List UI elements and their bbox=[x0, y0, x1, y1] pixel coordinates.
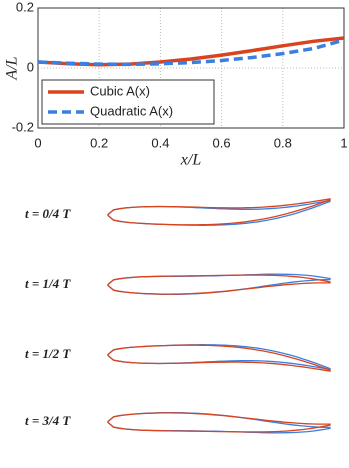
snapshot-label: t = 3/4 T bbox=[25, 413, 71, 428]
legend-label: Cubic A(x) bbox=[90, 83, 150, 98]
snapshot-label: t = 0/4 T bbox=[25, 206, 71, 221]
body-outline bbox=[107, 412, 331, 433]
x-tick-label: 0.6 bbox=[213, 135, 231, 150]
body-outline bbox=[107, 274, 331, 295]
legend-box bbox=[41, 79, 215, 125]
plot-frame bbox=[37, 7, 345, 129]
x-tick-label: 0.2 bbox=[90, 135, 108, 150]
body-outline bbox=[107, 198, 331, 226]
series-line bbox=[37, 36, 345, 67]
y-tick-label: -0.2 bbox=[12, 119, 34, 134]
y-tick-label: 0.2 bbox=[16, 0, 34, 14]
body-outline bbox=[107, 344, 331, 372]
x-tick-label: 0.4 bbox=[151, 135, 169, 150]
snapshot-label: t = 1/4 T bbox=[25, 276, 71, 291]
y-axis-label: A/L bbox=[4, 56, 21, 80]
snapshot-label: t = 1/2 T bbox=[25, 346, 71, 361]
x-tick-label: 0.8 bbox=[274, 135, 292, 150]
legend-label: Quadratic A(x) bbox=[90, 103, 173, 118]
x-axis-label: x/L bbox=[180, 152, 202, 169]
y-tick-label: 0 bbox=[27, 59, 34, 74]
x-tick-label: 1 bbox=[340, 135, 347, 150]
x-tick-label: 0 bbox=[34, 135, 41, 150]
series-line bbox=[37, 38, 345, 67]
